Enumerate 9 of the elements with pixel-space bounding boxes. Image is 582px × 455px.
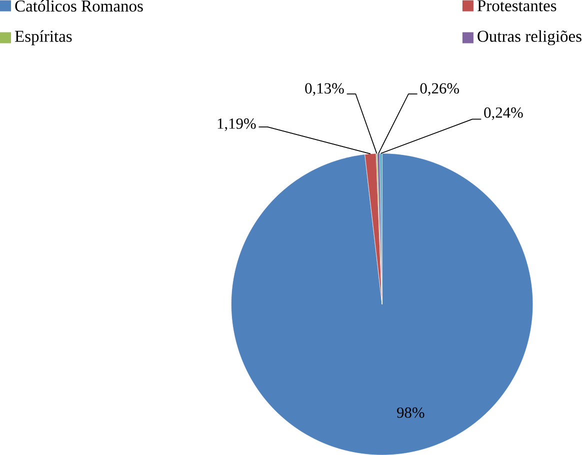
data-label: 0,24% (484, 107, 523, 120)
legend-label: Espíritas (15, 30, 72, 46)
legend-label: Protestantes (477, 0, 556, 12)
legend-label: Católicos Romanos (15, 0, 143, 12)
data-label: 1,19% (218, 118, 256, 131)
data-label: 98% (397, 407, 424, 418)
data-label: 0,26% (420, 83, 460, 96)
data-label: 0,13% (305, 83, 344, 96)
legend-label: Outras religiões (478, 30, 582, 46)
